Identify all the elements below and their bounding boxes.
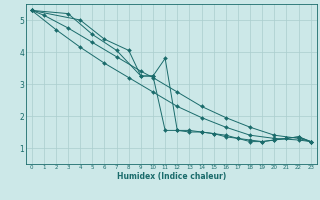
X-axis label: Humidex (Indice chaleur): Humidex (Indice chaleur) — [116, 172, 226, 181]
